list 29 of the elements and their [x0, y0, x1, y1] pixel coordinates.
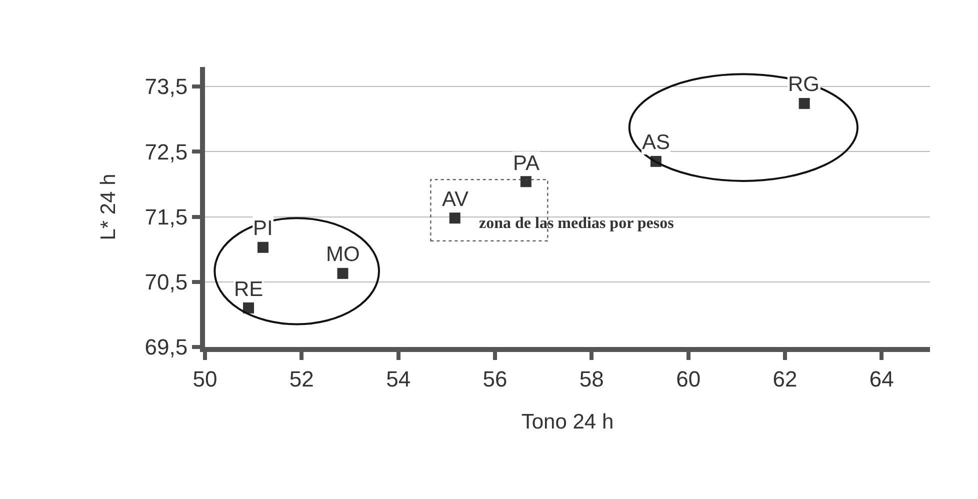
point [337, 268, 348, 279]
y-tick-label: 72,5 [144, 139, 188, 164]
x-tick-label: 50 [192, 366, 218, 392]
series-label: AS [642, 131, 670, 154]
x-tick-label: 56 [482, 366, 508, 392]
x-tick-label: 62 [772, 366, 798, 392]
x-tick-label: 64 [869, 366, 894, 392]
y-tick-label: 73,5 [144, 74, 188, 100]
y-tick-label: 70,5 [144, 270, 188, 295]
y-tick-label: 71,5 [144, 204, 188, 230]
y-tick-label: 69,5 [144, 334, 188, 360]
series-label: RG [788, 73, 820, 96]
point [798, 98, 810, 109]
series-label: MO [326, 243, 360, 266]
x-axis-title: Tono 24 h [521, 410, 614, 434]
x-tick-label: 58 [579, 366, 604, 392]
x-tick-label: 54 [386, 366, 411, 392]
x-tick-label: 52 [289, 366, 314, 392]
annotation: zona de las medias por pesos [479, 215, 674, 232]
series-label: PI [253, 217, 273, 240]
series-label: RE [234, 278, 264, 301]
point [258, 242, 268, 253]
series-label: PA [513, 152, 540, 175]
series-label: AV [442, 188, 468, 211]
point [243, 302, 254, 314]
x-tick-label: 60 [676, 366, 701, 392]
point [449, 212, 460, 224]
point [520, 176, 532, 188]
y-axis-title: L* 24 h [96, 174, 120, 240]
